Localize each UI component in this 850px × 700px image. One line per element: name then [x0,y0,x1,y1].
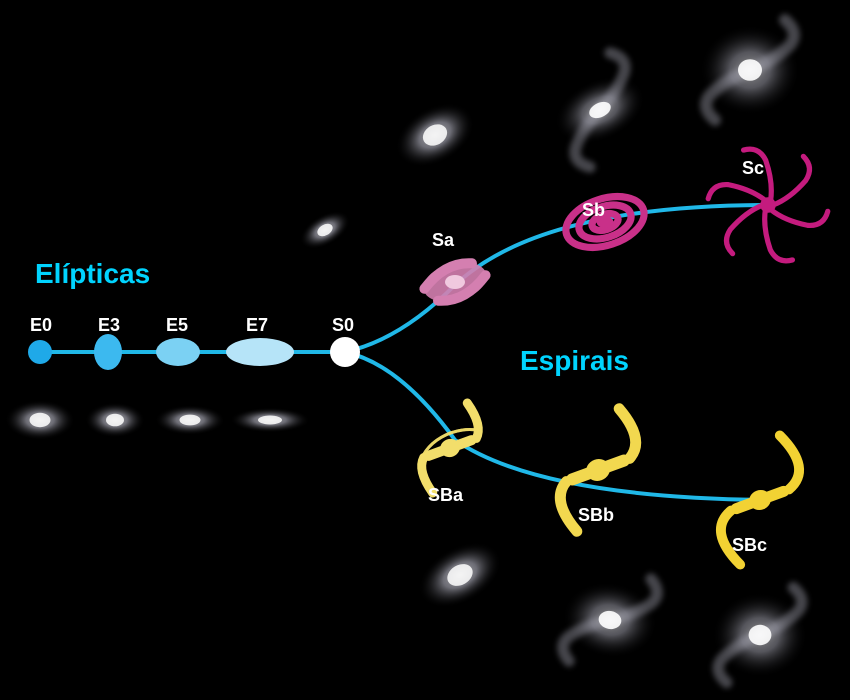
elliptical-icon-E7 [226,338,294,366]
label-E7: E7 [246,315,268,336]
label-SBa: SBa [428,485,463,506]
elliptical-icon-S0 [330,337,360,367]
hubble-tuning-fork-diagram [0,0,850,700]
galaxy-photo [155,405,225,435]
galaxy-photo [537,47,663,173]
galaxy-photo [384,90,485,180]
elliptical-icon-E5 [156,338,200,366]
galaxy-photo [5,400,75,440]
label-E3: E3 [98,315,120,336]
label-E5: E5 [166,315,188,336]
label-Sc: Sc [742,158,764,179]
label-S0: S0 [332,315,354,336]
galaxy-photo [407,529,512,622]
galaxy-photo [230,408,310,433]
galaxy-photo [294,203,357,256]
label-SBc: SBc [732,535,767,556]
spiral-icon-Sb [559,187,650,256]
galaxy-photo [85,403,145,438]
upper-branch [345,205,770,352]
label-ellipticals: Elípticas [35,258,150,290]
label-Sa: Sa [432,230,454,251]
elliptical-icon-E0 [28,340,52,364]
galaxy-photo [713,588,808,683]
label-E0: E0 [30,315,52,336]
label-Sb: Sb [582,200,605,221]
label-SBb: SBb [578,505,614,526]
galaxy-photo [555,565,665,675]
label-spirals: Espirais [520,345,629,377]
elliptical-icon-E3 [94,334,122,370]
galaxy-photo [700,20,800,120]
barred-spiral-icon-SBa [405,402,495,494]
